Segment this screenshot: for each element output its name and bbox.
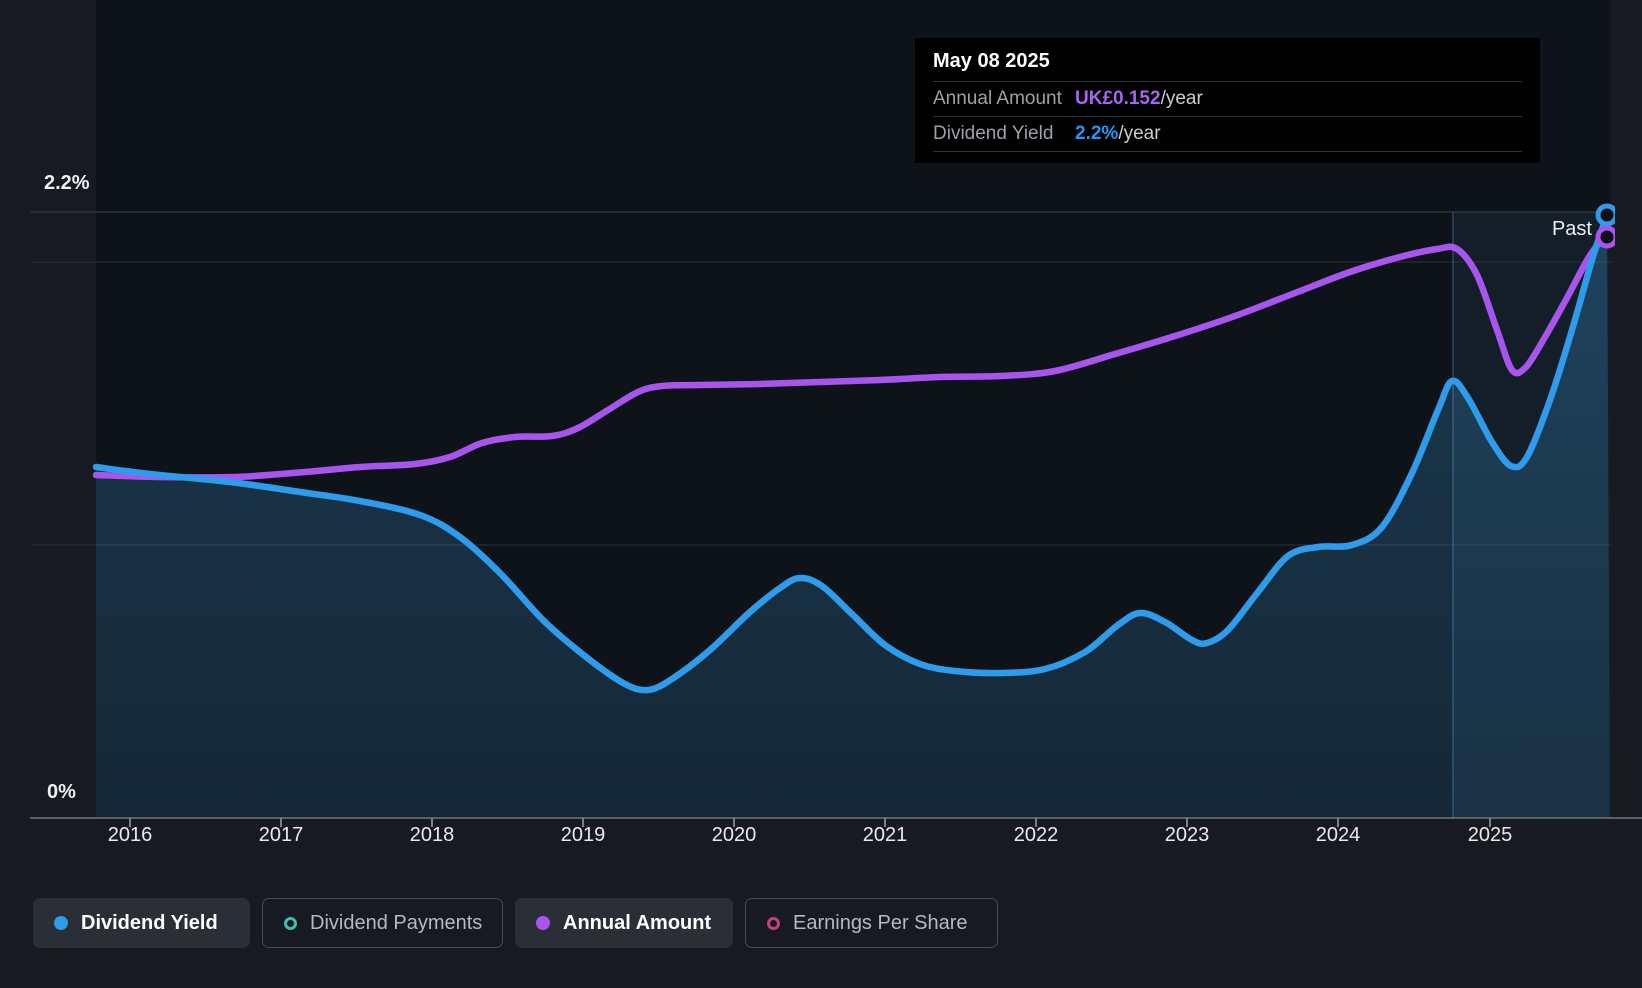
filled-dot-icon: [54, 916, 68, 930]
legend-label: Dividend Payments: [310, 911, 483, 934]
x-axis-label-2019: 2019: [560, 824, 606, 846]
x-axis-label-2025: 2025: [1467, 824, 1513, 846]
x-axis-label-2016: 2016: [107, 824, 153, 846]
y-axis-max-label: 2.2%: [44, 172, 90, 194]
tooltip-row-value: 2.2%: [1075, 123, 1119, 144]
tooltip-row-suffix: /year: [1118, 123, 1161, 144]
legend-label: Annual Amount: [563, 911, 712, 934]
x-axis-label-2024: 2024: [1315, 824, 1361, 846]
chart-legend: Dividend Yield Dividend Payments Annual Am…: [33, 898, 998, 948]
past-region-label: Past: [1551, 218, 1592, 240]
dividend-yield-end-marker: [1595, 203, 1615, 227]
x-axis-label-2023: 2023: [1164, 824, 1210, 846]
filled-dot-icon: [536, 916, 550, 930]
y-axis-min-label: 0%: [47, 781, 76, 803]
x-axis-label-2021: 2021: [862, 824, 908, 846]
legend-button-earnings-per-share[interactable]: Earnings Per Share: [745, 898, 998, 948]
tooltip-row-label: Dividend Yield: [933, 123, 1054, 144]
dividend-yield-line[interactable]: [92, 211, 1611, 694]
tooltip-date: May 08 2025: [933, 38, 1522, 82]
series-end-markers: [1595, 203, 1615, 249]
x-axis-label-2017: 2017: [258, 824, 304, 846]
legend-button-dividend-payments[interactable]: Dividend Payments: [262, 898, 503, 948]
annual-amount-end-marker: [1595, 225, 1615, 249]
legend-button-dividend-yield[interactable]: Dividend Yield: [33, 898, 250, 948]
ring-icon: [284, 916, 297, 930]
legend-label: Dividend Yield: [81, 911, 218, 934]
dividend-yield-area-fill: [96, 215, 1610, 818]
x-axis-label-2018: 2018: [409, 824, 455, 846]
tooltip-row-value: UK£0.152: [1075, 88, 1161, 109]
tooltip-row-1: Dividend Yield 2.2%/year: [933, 117, 1522, 152]
x-axis-label-2022: 2022: [1013, 824, 1059, 846]
annual-amount-line[interactable]: [92, 229, 1611, 481]
ring-icon: [767, 916, 780, 930]
legend-button-annual-amount[interactable]: Annual Amount: [515, 898, 733, 948]
tooltip-row-0: Annual Amount UK£0.152/year: [933, 82, 1522, 117]
x-axis-label-2020: 2020: [711, 824, 757, 846]
x-axis-ticks: [129, 818, 1491, 827]
chart-tooltip: May 08 2025 Annual Amount UK£0.152/year Di…: [915, 38, 1540, 163]
tooltip-row-label: Annual Amount: [933, 88, 1062, 109]
tooltip-row-suffix: /year: [1160, 88, 1203, 109]
legend-label: Earnings Per Share: [793, 911, 968, 934]
